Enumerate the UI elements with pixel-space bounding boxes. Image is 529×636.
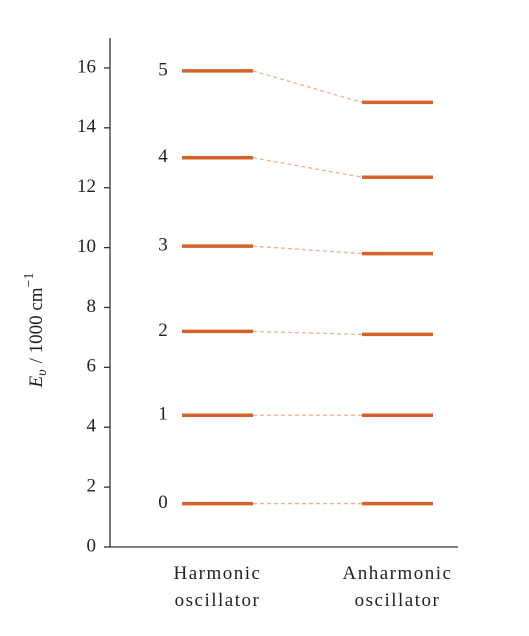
- level-connector: [252, 330, 363, 336]
- level-label: 4: [158, 146, 168, 167]
- y-tick-label: 16: [77, 56, 96, 77]
- y-tick-label: 0: [87, 535, 97, 556]
- y-tick-label: 4: [87, 416, 97, 437]
- y-label-unit: / 1000 cm: [26, 287, 47, 363]
- y-tick-label: 12: [77, 176, 96, 197]
- y-tick-label: 6: [87, 356, 97, 377]
- y-tick-label: 14: [77, 116, 97, 137]
- level-label: 1: [158, 404, 168, 425]
- x-category-label: Harmonic oscillator: [174, 563, 262, 611]
- level-label: 3: [158, 234, 168, 255]
- x-label-line: Anharmonic: [343, 563, 453, 584]
- y-tick-label: 2: [87, 475, 97, 496]
- x-label-line: oscillator: [175, 590, 261, 611]
- level-connector: [252, 157, 363, 178]
- level-label: 2: [158, 320, 168, 341]
- level-label: 0: [158, 492, 168, 513]
- x-label-line: oscillator: [355, 590, 441, 611]
- level-connector: [252, 245, 363, 255]
- x-category-label: Anharmonic oscillator: [343, 563, 453, 611]
- y-label-symbol: E: [26, 375, 47, 388]
- level-label: 5: [158, 59, 168, 80]
- y-label-exponent: −1: [22, 273, 37, 288]
- y-label-subscript: υ: [35, 369, 50, 375]
- y-tick-label: 8: [87, 296, 97, 317]
- x-label-line: Harmonic: [174, 563, 262, 584]
- y-tick-label: 10: [77, 236, 96, 257]
- level-connector: [252, 70, 363, 103]
- y-axis-label: Eυ / 1000 cm−1: [22, 273, 50, 389]
